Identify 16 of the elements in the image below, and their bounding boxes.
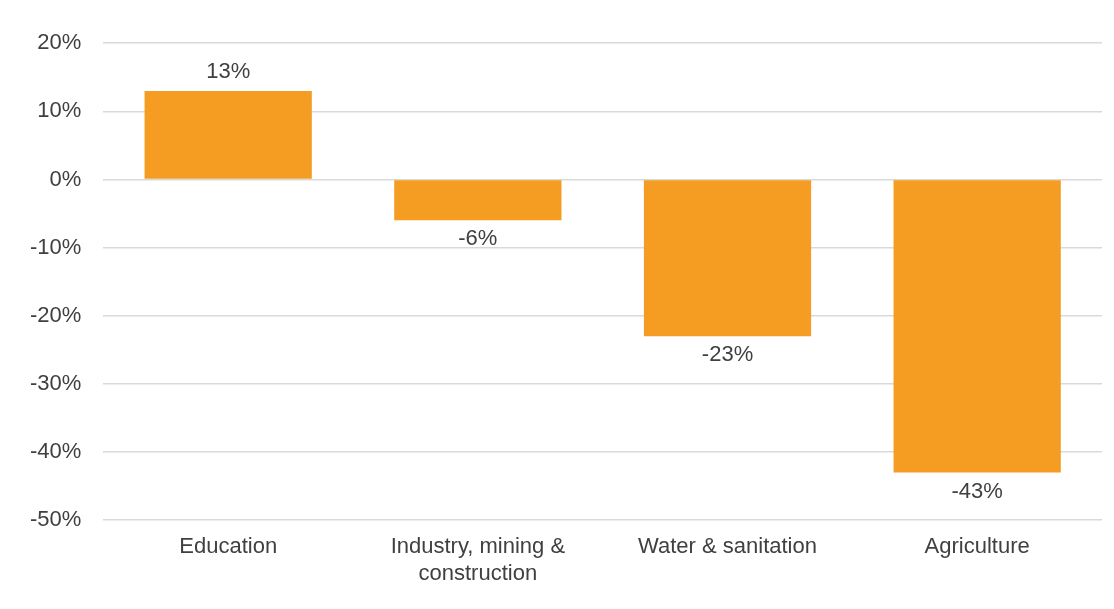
y-tick-label: 20% bbox=[37, 29, 82, 55]
data-label: -43% bbox=[951, 477, 1003, 503]
y-tick-label: -50% bbox=[30, 506, 82, 532]
y-tick-label: -20% bbox=[30, 301, 82, 327]
x-tick-label: Industry, mining & construction bbox=[390, 533, 566, 585]
x-tick-label: Agriculture bbox=[924, 533, 1030, 559]
data-label: -6% bbox=[458, 225, 498, 251]
y-tick-label: 10% bbox=[37, 97, 82, 123]
data-label: 13% bbox=[206, 57, 251, 83]
y-tick-label: -40% bbox=[30, 438, 82, 464]
y-tick-label: -10% bbox=[30, 233, 82, 259]
y-tick-label: -30% bbox=[30, 369, 82, 395]
y-tick-label: 0% bbox=[49, 165, 82, 191]
x-tick-label: Education bbox=[179, 533, 278, 559]
x-tick-label: Water & sanitation bbox=[638, 533, 817, 559]
data-label: -23% bbox=[701, 341, 754, 367]
